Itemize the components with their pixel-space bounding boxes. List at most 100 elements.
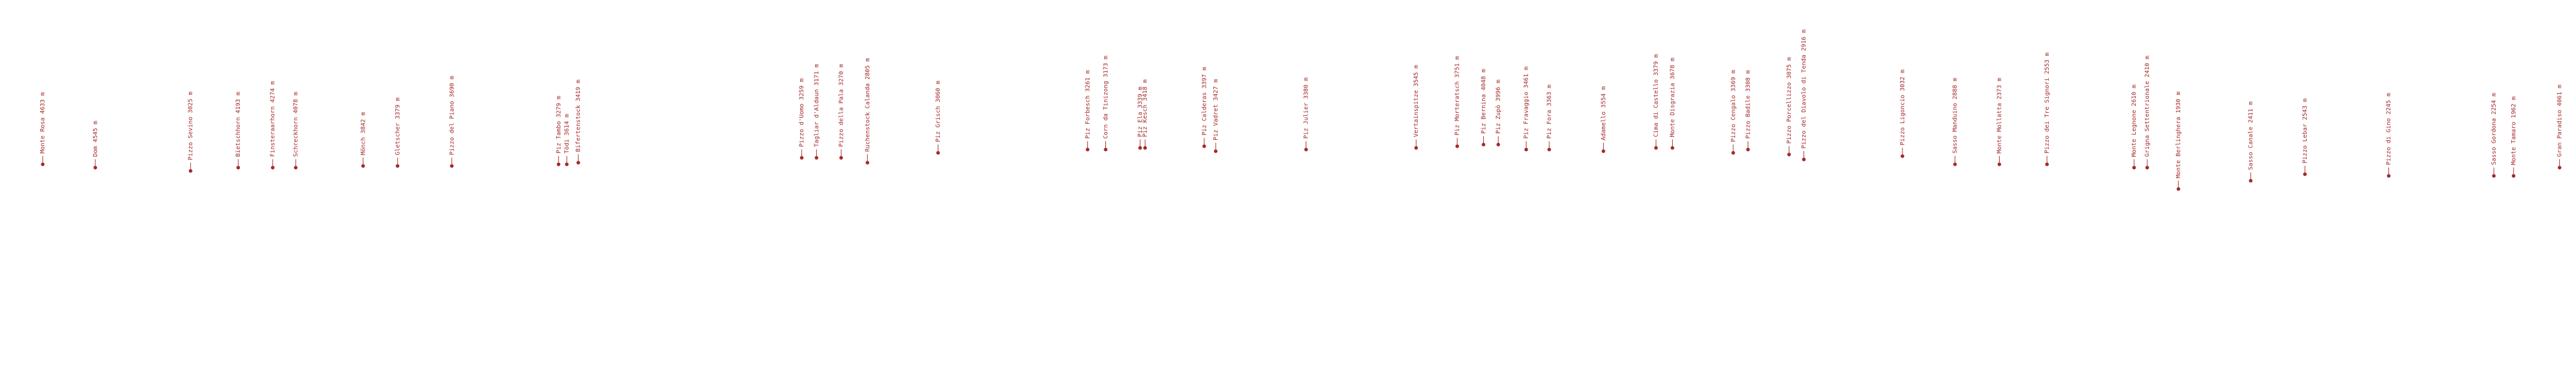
peak-label: Pizzo del Diavolo di Tenda 2916 m xyxy=(1801,29,1808,149)
peak-dot xyxy=(294,166,298,170)
peak-dot xyxy=(1138,146,1142,150)
peak-label: Pizzo Badile 3308 m xyxy=(1745,70,1751,139)
peak-label: Sasso Gordona 2254 m xyxy=(2491,93,2497,165)
peak-label: Monte Tamaro 1962 m xyxy=(2511,97,2517,165)
peak-dot xyxy=(1086,148,1090,152)
peak-label: Mönch 3842 m xyxy=(360,112,366,155)
peak-dot xyxy=(1787,152,1791,157)
peak-dot xyxy=(93,166,97,170)
peak-label: Monte Mollatta 2373 m xyxy=(1997,77,2003,153)
peak-dot xyxy=(1654,146,1658,150)
peak-label: Tagliar d'Aldaun 3171 m xyxy=(813,64,820,146)
peak-label: Monte Rosa 4633 m xyxy=(40,92,46,154)
peak-label: Corn da Tinizong 3173 m xyxy=(1102,56,1109,139)
peak-label: Sasso Canale 2411 m xyxy=(2248,101,2255,170)
peak-dot xyxy=(1746,148,1750,152)
peak-label: Gletscher 3379 m xyxy=(395,97,401,155)
peak-dot xyxy=(188,169,193,173)
peak-dot xyxy=(2132,166,2136,170)
peak-dot xyxy=(1953,162,1957,166)
peak-label: Piz Morteratsch 3751 m xyxy=(1454,56,1461,135)
peak-label: Pizzo Sevino 3025 m xyxy=(188,91,194,160)
peak-label: Tödi 3614 m xyxy=(564,114,570,154)
peak-dot xyxy=(1802,157,1806,161)
peak-dot xyxy=(2386,174,2391,178)
peak-label: Grigna Settentrionale 2410 m xyxy=(2144,56,2151,157)
peak-dot xyxy=(1455,144,1459,148)
peak-dot xyxy=(557,162,561,166)
peak-dot xyxy=(2511,174,2515,178)
peak-label: Piz Zupò 3996 m xyxy=(1495,80,1502,134)
peak-dot xyxy=(936,151,940,155)
peak-label: Pizzo di Gino 2245 m xyxy=(2386,93,2392,165)
peak-label: Piz Calderas 3397 m xyxy=(1201,67,1208,135)
peak-label: Pizzo dei Tre Signori 2553 m xyxy=(2044,52,2051,154)
peak-label: Piz Tambo 3279 m xyxy=(555,96,562,154)
peak-label: Pizzo del Piano 3690 m xyxy=(449,76,455,155)
peak-dot xyxy=(1104,148,1108,152)
peak-label: Pizzo Lebar 2543 m xyxy=(2302,98,2309,163)
peak-dot xyxy=(1481,143,1486,147)
peak-label: Piz Forbesch 3261 m xyxy=(1084,70,1091,139)
peak-label: Schreckhorn 4078 m xyxy=(293,92,299,157)
peak-dot xyxy=(1900,154,1904,158)
peak-label: Monte Disgrazia 3678 m xyxy=(1669,58,1676,137)
peak-label: Piz Ela 3339 m xyxy=(1137,86,1144,137)
peak-dot xyxy=(839,155,843,160)
peak-label: Finsteraarhorn 4274 m xyxy=(270,81,276,157)
peak-dot xyxy=(41,162,45,166)
peak-dot xyxy=(1304,148,1308,152)
peak-dot xyxy=(2045,162,2049,166)
peak-dot xyxy=(1601,149,1606,154)
peak-dot xyxy=(1524,148,1528,152)
peak-label: Bifertenstock 3419 m xyxy=(575,80,582,152)
peak-dot xyxy=(2177,187,2181,191)
peak-label: Piz Julier 3380 m xyxy=(1303,77,1310,139)
peak-label: Pizzo della Pala 3270 m xyxy=(838,64,844,146)
peak-label: Piz Bernina 4048 m xyxy=(1480,69,1487,134)
peak-dot xyxy=(236,166,241,170)
peak-label: Pizzo Ligoncio 3032 m xyxy=(1899,70,1906,145)
peak-label: Monte Legnone 2610 m xyxy=(2131,85,2138,157)
peak-dot xyxy=(814,155,819,160)
peak-label: Cima di Castello 3379 m xyxy=(1653,54,1660,137)
peak-dot xyxy=(1670,146,1675,150)
peak-label: Sasso Manduino 2888 m xyxy=(1952,77,1959,153)
peak-dot xyxy=(2249,179,2253,183)
peak-label: Pizzo Cengalo 3369 m xyxy=(1730,70,1737,142)
peak-label: Piz Vadret 3427 m xyxy=(1213,79,1219,140)
peak-dot xyxy=(2303,172,2307,176)
peak-dot xyxy=(1547,148,1552,152)
peak-label: Vertainspitze 3545 m xyxy=(1413,65,1420,137)
peak-label: Piz Kesch 3418 m xyxy=(1142,79,1149,137)
peak-label: Piz Fravaggio 3461 m xyxy=(1523,67,1530,139)
peak-label: Monte Berlinghera 1930 m xyxy=(2175,92,2182,179)
peak-dot xyxy=(270,166,275,170)
peak-dot xyxy=(1496,143,1501,147)
peak-dot xyxy=(576,161,581,165)
peak-dot xyxy=(799,155,804,160)
peak-label: Pizzo Porcellizzo 3075 m xyxy=(1786,57,1793,144)
peak-label: Dom 4545 m xyxy=(92,121,99,157)
peak-label: Pizzo d'Uomo 3259 m xyxy=(799,79,805,147)
peak-dot xyxy=(865,161,870,165)
peak-label: Bietschhorn 4193 m xyxy=(235,92,242,157)
peak-label: Adamello 3554 m xyxy=(1600,86,1607,140)
peak-dot xyxy=(2145,166,2150,170)
peak-dot xyxy=(1414,146,1418,150)
peak-dot xyxy=(2492,174,2496,178)
peak-label: Piz Fora 3363 m xyxy=(1546,85,1553,139)
peak-dot xyxy=(450,164,454,168)
peak-dot xyxy=(1143,146,1147,150)
peak-dot xyxy=(1731,151,1735,155)
peak-dot xyxy=(395,164,399,168)
peak-dot xyxy=(361,164,365,168)
peak-dot xyxy=(2557,166,2562,170)
peak-dot xyxy=(1213,149,1218,154)
peak-label: Ruchenstock Calanda 2805 m xyxy=(864,58,871,152)
peak-label: Piz Grisch 3060 m xyxy=(935,80,942,142)
peak-dot xyxy=(1202,144,1206,148)
peak-label: Gran Paradiso 4061 m xyxy=(2557,85,2563,157)
